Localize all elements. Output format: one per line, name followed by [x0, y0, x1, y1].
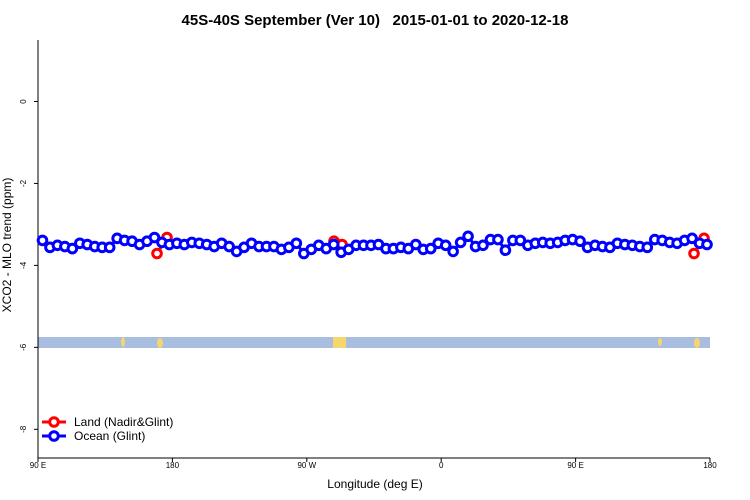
point	[574, 235, 586, 248]
y-tick-label: -6	[19, 343, 28, 351]
x-axis-label: Longitude (deg E)	[327, 477, 422, 491]
x-tick-label: 0	[439, 461, 444, 470]
land-patch	[157, 338, 163, 348]
point	[686, 232, 698, 245]
point	[103, 241, 116, 254]
ocean-strip	[38, 337, 710, 348]
x-tick-label: 180	[703, 461, 717, 470]
legend-marker	[48, 430, 60, 442]
point	[223, 240, 235, 253]
land-patch	[121, 337, 125, 347]
point	[701, 238, 713, 251]
point	[462, 230, 474, 243]
y-axis-label: XCO2 - MLO trend (ppm)	[0, 178, 14, 313]
y-tick-label: 0	[19, 99, 28, 104]
point	[688, 247, 700, 260]
x-tick-label: 180	[166, 461, 180, 470]
point	[447, 245, 459, 258]
chart-title: 45S-40S September (Ver 10) 2015-01-01 to…	[182, 12, 569, 29]
x-tick-label: 90 E	[30, 461, 46, 470]
y-tick-label: -2	[19, 179, 28, 187]
point	[290, 237, 303, 250]
point	[499, 244, 512, 257]
y-tick-label: -8	[19, 425, 28, 433]
point	[66, 242, 79, 255]
y-tick-label: -4	[19, 261, 28, 269]
legend-marker	[48, 416, 60, 428]
land-patch	[658, 338, 662, 346]
x-tick-label: 90 E	[567, 461, 583, 470]
point	[514, 234, 527, 247]
land-patch	[333, 337, 346, 348]
point	[151, 247, 163, 260]
point	[477, 239, 489, 252]
land-patch	[694, 338, 700, 348]
point	[36, 234, 49, 247]
x-tick-label: 90 W	[297, 461, 316, 470]
point	[492, 233, 504, 246]
point	[327, 238, 340, 251]
point	[424, 242, 437, 255]
point	[454, 236, 467, 249]
point	[410, 238, 422, 251]
point	[148, 231, 161, 244]
point	[439, 239, 452, 252]
land-mask-strip	[38, 337, 710, 348]
legend-label: Land (Nadir&Glint)	[74, 415, 173, 429]
point	[641, 241, 654, 254]
legend-label: Ocean (Glint)	[74, 429, 145, 443]
